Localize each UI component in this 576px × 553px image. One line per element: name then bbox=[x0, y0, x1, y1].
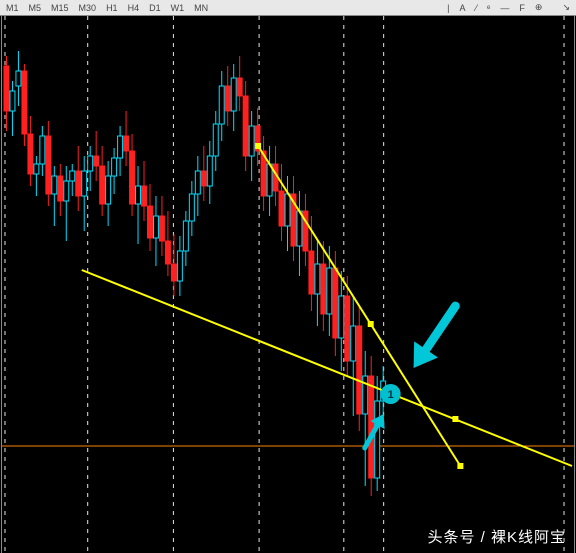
tool-5[interactable]: F bbox=[517, 3, 527, 13]
candlestick-plot: 1 bbox=[2, 16, 574, 553]
tool-4[interactable]: — bbox=[498, 3, 511, 13]
timeframe-h4[interactable]: H4 bbox=[126, 3, 142, 13]
timeframe-mn[interactable]: MN bbox=[192, 3, 210, 13]
tool-2[interactable]: ⁄ bbox=[474, 3, 480, 13]
tool-6[interactable]: ⊕ bbox=[533, 2, 545, 13]
timeframe-h1[interactable]: H1 bbox=[104, 3, 120, 13]
watermark-text: 头条号 / 裸K线阿宝 bbox=[427, 526, 566, 547]
timeframe-m30[interactable]: M30 bbox=[77, 3, 99, 13]
chart-window: M1 M5 M15 M30 H1 H4 D1 W1 MN | A ⁄ ᵉ — F ⊕ ↘ 1 头条号 / 裸K… bbox=[0, 0, 576, 553]
toolbar: M1 M5 M15 M30 H1 H4 D1 W1 MN | A ⁄ ᵉ — F ⊕ ↘ bbox=[0, 0, 576, 16]
timeframe-m5[interactable]: M5 bbox=[27, 3, 44, 13]
tool-3[interactable]: ᵉ bbox=[485, 3, 492, 13]
tool-0[interactable]: | bbox=[445, 3, 451, 13]
tool-1[interactable]: A bbox=[458, 3, 468, 13]
timeframe-m15[interactable]: M15 bbox=[49, 3, 71, 13]
timeframe-m1[interactable]: M1 bbox=[4, 3, 21, 13]
svg-text:1: 1 bbox=[388, 389, 394, 401]
tool-8[interactable]: ↘ bbox=[560, 2, 572, 13]
timeframe-d1[interactable]: D1 bbox=[147, 3, 163, 13]
chart-area[interactable]: 1 bbox=[1, 16, 575, 553]
timeframe-w1[interactable]: W1 bbox=[169, 3, 187, 13]
